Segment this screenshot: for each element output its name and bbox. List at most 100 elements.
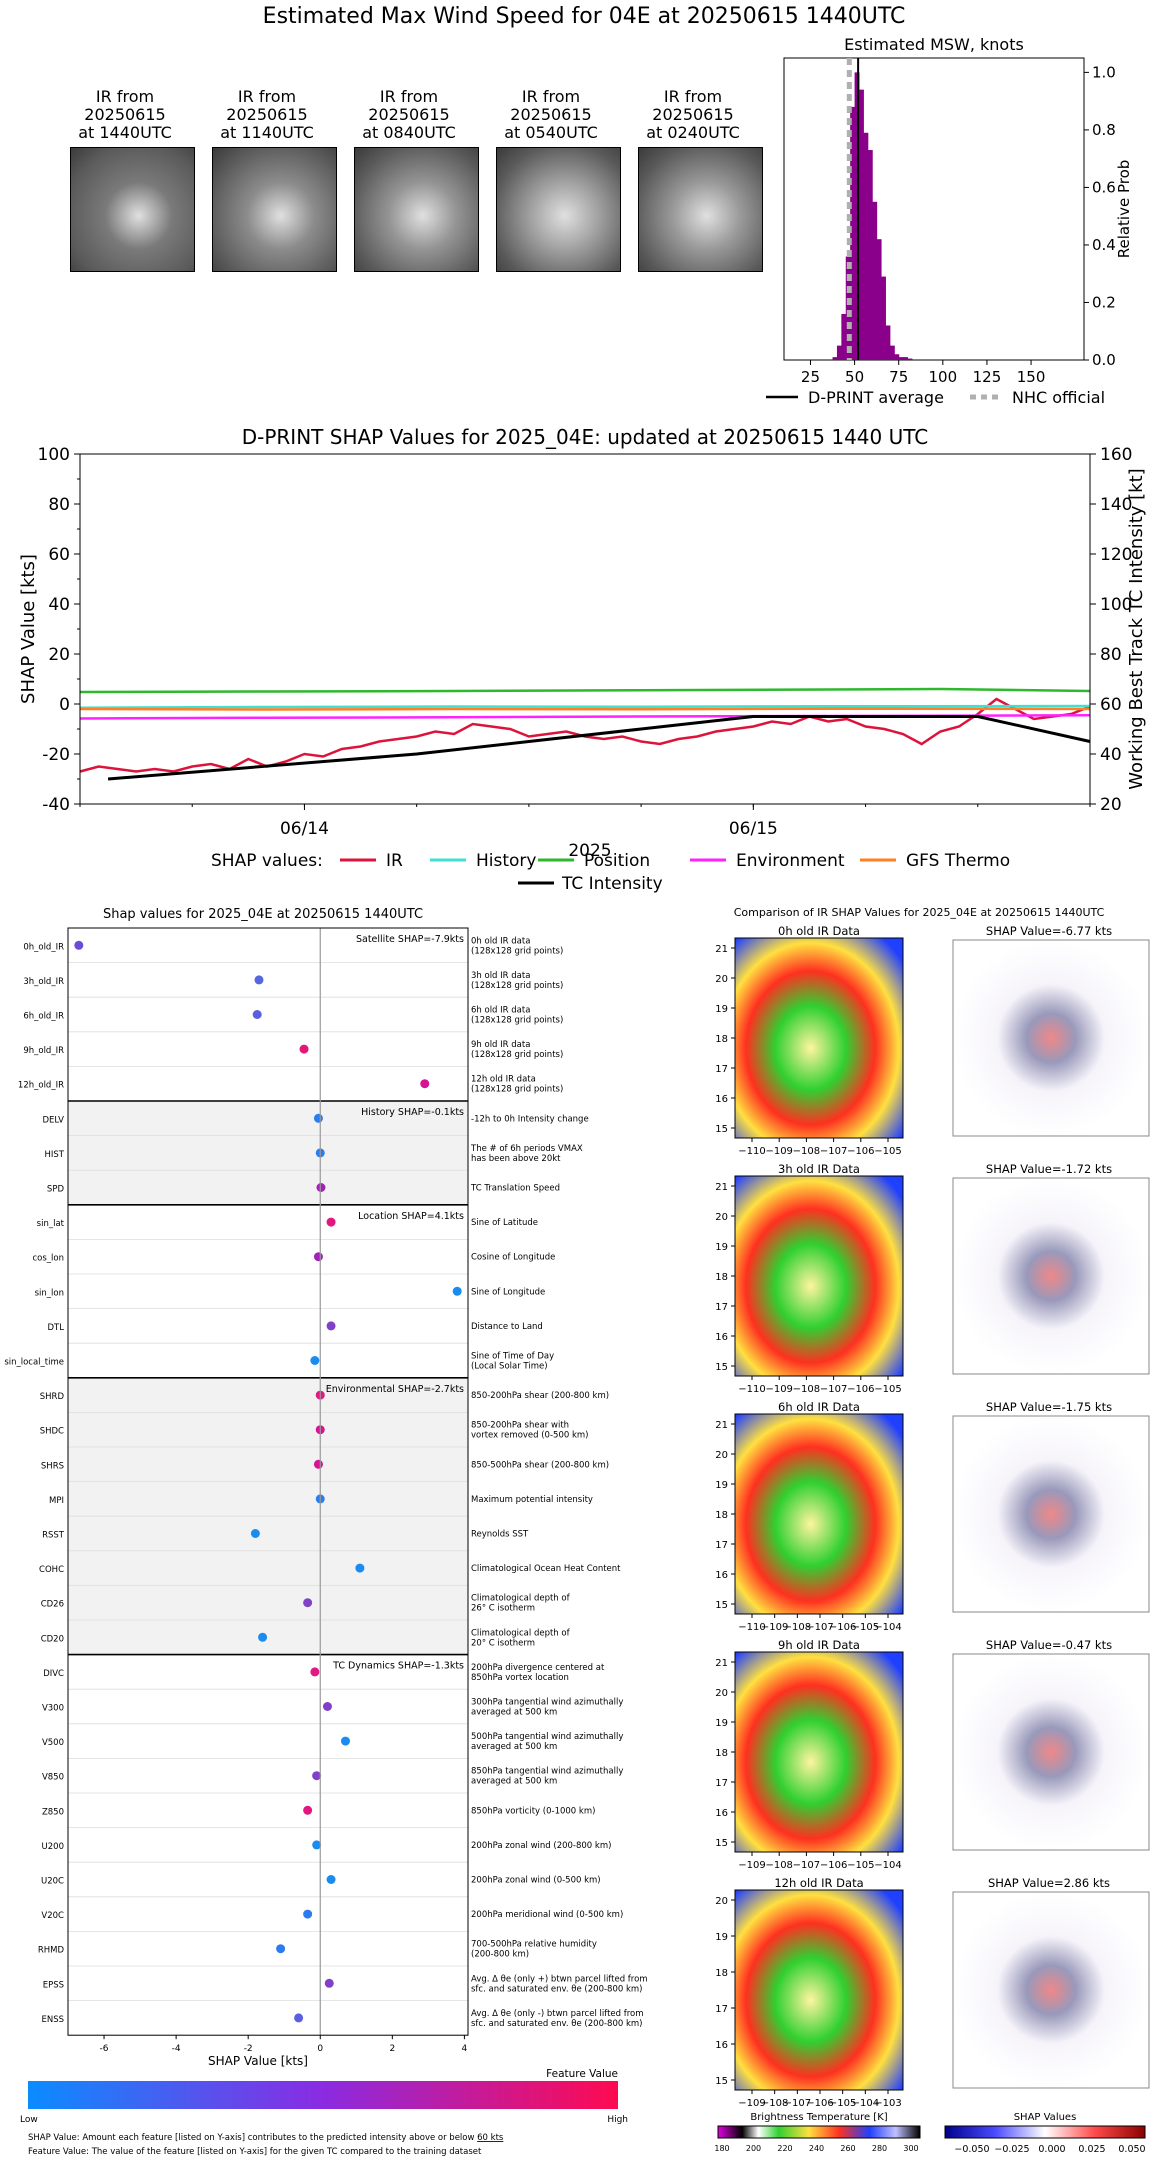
x-tick-label: -4 [172, 2044, 181, 2054]
feature-description: 500hPa tangential wind azimuthally [471, 1732, 623, 1742]
feature-description: (128x128 grid points) [471, 1050, 563, 1060]
bt-colorbar-tick-label: 180 [714, 2144, 729, 2153]
histogram-title: Estimated MSW, knots [844, 35, 1024, 54]
histogram-bar [832, 357, 838, 360]
feature-description: has been above 20kt [471, 1154, 561, 1164]
ir-map-y-tick-label: 20 [715, 1896, 728, 1907]
ir-map-x-tick-label: −110 [738, 1384, 765, 1395]
main-title: Estimated Max Wind Speed for 04E at 2025… [262, 4, 906, 29]
legend-label: IR [386, 851, 403, 871]
x-tick-label: 2 [389, 2044, 395, 2054]
ir-thumbnail-caption-line: at 0540UTC [504, 123, 598, 142]
ir-thumbnail-caption-line: 20250615 [226, 105, 308, 124]
feature-description: Climatological depth of [471, 1594, 571, 1604]
group-title: TC Dynamics SHAP=-1.3kts [332, 1661, 464, 1672]
feature-name: cos_lon [32, 1254, 64, 1264]
left-y-tick-label: -40 [42, 795, 70, 815]
feature-dot [312, 1840, 322, 1850]
feature-dot [316, 1183, 326, 1192]
feature-description: Sine of Time of Day [471, 1352, 554, 1362]
feature-dot [294, 2013, 304, 2023]
feature-name: RSST [42, 1531, 65, 1541]
x-tick-label: 125 [973, 368, 1002, 386]
ir-map-x-tick-label: −104 [874, 1622, 901, 1633]
feature-description: 9h old IR data [471, 1040, 530, 1050]
shap-map-title: SHAP Value=-1.72 kts [986, 1162, 1112, 1176]
shap-map-image [952, 1891, 1150, 2089]
ir-map-y-tick-label: 20 [715, 1688, 728, 1699]
legend-label: GFS Thermo [906, 851, 1010, 871]
histogram-bar [863, 132, 869, 360]
feature-dot [326, 1875, 336, 1884]
ir-map-x-tick-label: −106 [820, 1860, 847, 1871]
feature-name: CD20 [41, 1634, 64, 1644]
shap-map-image [952, 1415, 1150, 1613]
feature-description: 850hPa vorticity (0-1000 km) [471, 1806, 595, 1816]
ir-thumbnail-caption-line: IR from [237, 87, 297, 106]
shap-map-image [952, 1177, 1150, 1375]
right-y-tick-label: 160 [1100, 445, 1132, 465]
series-line-position [79, 687, 1091, 694]
feature-description: averaged at 500 km [471, 1742, 557, 1752]
ir-map-image [734, 1651, 904, 1853]
feature-dot [355, 1563, 365, 1573]
ir-map-y-tick-label: 17 [715, 1778, 728, 1789]
shap-map-image [952, 1653, 1150, 1851]
feature-name: COHC [39, 1565, 64, 1575]
ir-thumbnail-caption: IR from 20250615 at 0240UTC [623, 88, 763, 142]
feature-name: DTL [48, 1323, 65, 1333]
bt-colorbar-title: Brightness Temperature [K] [750, 2112, 887, 2123]
ir-map-image [734, 937, 904, 1139]
footnote-shap: SHAP Value: Amount each feature [listed … [28, 2133, 504, 2143]
feature-name: U200 [42, 1842, 64, 1852]
feature-dot [276, 1944, 286, 1954]
ir-thumbnail-caption-line: IR from [521, 87, 581, 106]
ir-thumbnail-caption-line: at 0840UTC [362, 123, 456, 142]
feature-description: Climatological Ocean Heat Content [471, 1564, 621, 1574]
ir-map-y-tick-label: 15 [715, 2076, 728, 2087]
ir-map-x-tick-label: −107 [806, 1622, 833, 1633]
feature-name: DELV [42, 1115, 64, 1125]
ir-map-title: 12h old IR Data [774, 1876, 863, 1890]
left-y-label: SHAP Value [kts] [18, 554, 39, 704]
ir-map-x-tick-label: −109 [765, 1146, 792, 1157]
ir-map-image [734, 1175, 904, 1377]
feature-name: 0h_old_IR [23, 942, 64, 952]
group-title: Location SHAP=4.1kts [358, 1211, 464, 1222]
histogram-bar [845, 256, 851, 360]
ir-map-x-tick-label: −109 [765, 1384, 792, 1395]
ir-thumbnail-caption-line: at 0240UTC [646, 123, 740, 142]
feature-dot [252, 1010, 262, 1019]
ir-thumbnail-caption: IR from 20250615 at 1140UTC [197, 88, 337, 142]
ir-map-y-tick-label: 15 [715, 1124, 728, 1135]
right-y-tick-label: 140 [1100, 495, 1132, 515]
feature-description: 20° C isotherm [471, 1638, 535, 1648]
x-tick-label: 4 [462, 2044, 468, 2054]
footnote-shap-underlined: 60 kts [477, 2133, 504, 2143]
feature-description: Avg. Δ θe (only +) btwn parcel lifted fr… [471, 1974, 648, 1984]
group-title: Satellite SHAP=-7.9kts [356, 934, 464, 945]
ir-map-y-tick-label: 16 [715, 1570, 728, 1581]
left-y-tick-label: 80 [48, 495, 70, 515]
feature-description: averaged at 500 km [471, 1708, 557, 1718]
feature-dot [322, 1702, 332, 1711]
ir-map-y-tick-label: 16 [715, 1808, 728, 1819]
feature-name: V20C [41, 1911, 64, 1921]
ir-map-x-tick-label: −107 [820, 1384, 847, 1395]
feature-name: 6h_old_IR [23, 1012, 64, 1022]
feature-description: Reynolds SST [471, 1530, 529, 1540]
ir-map-y-tick-label: 15 [715, 1362, 728, 1373]
ir-map-y-tick-label: 17 [715, 2004, 728, 2015]
histogram-bar [867, 150, 873, 360]
ir-map-x-tick-label: −106 [806, 2098, 833, 2109]
y-tick-label: 0.2 [1092, 293, 1116, 311]
feature-dot [312, 1771, 322, 1781]
feature-dot [324, 1978, 334, 1988]
ir-map-y-tick-label: 21 [715, 1182, 728, 1193]
feature-description: 700-500hPa relative humidity [471, 1940, 597, 1950]
ir-map-x-tick-label: −108 [793, 1384, 820, 1395]
feature-description: 850-200hPa shear (200-800 km) [471, 1391, 609, 1401]
bt-colorbar-tick-label: 220 [777, 2144, 792, 2153]
histogram-bar [885, 325, 891, 360]
feature-description: 850hPa vortex location [471, 1673, 569, 1683]
